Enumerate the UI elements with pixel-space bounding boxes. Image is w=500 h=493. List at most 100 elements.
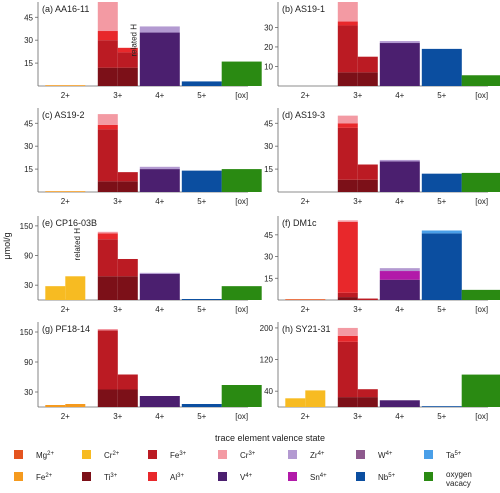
x-tick-label: 3+ — [113, 91, 122, 100]
x-tick-label: 2+ — [61, 305, 70, 314]
bar-segment-Fe2plus — [65, 404, 86, 407]
x-tick-label: [ox] — [475, 197, 488, 206]
legend-item-0: Mg2+ — [14, 450, 54, 460]
x-tick-label: 3+ — [113, 412, 122, 421]
panel-1: 10 20 30 2+ 3+ 4+ 5+ [ox] (b) AS19-1 — [264, 2, 500, 100]
legend-label: Zr4+ — [310, 451, 325, 460]
x-tick-label: 2+ — [301, 305, 310, 314]
x-tick-label: 4+ — [395, 412, 404, 421]
legend-label: Fe3+ — [170, 451, 187, 460]
legend-swatch — [424, 472, 433, 481]
x-tick-label: [ox] — [235, 412, 248, 421]
legend-swatch — [148, 472, 157, 481]
bar-segment-Nb5plus — [421, 173, 462, 192]
bar-segment-Ti3plus — [337, 179, 358, 192]
panel-title: (f) DM1c — [282, 218, 317, 228]
panel-7: 40 120 200 2+ 3+ 4+ 5+ [ox] (h) SY21-31 — [260, 322, 500, 421]
bar-segment-Ti3plus — [117, 389, 138, 407]
y-tick-label: 15 — [264, 274, 273, 283]
bar-segment-ox — [221, 286, 262, 300]
bar-segment-Cr3plus — [337, 327, 358, 336]
y-tick-label: 120 — [260, 356, 274, 365]
legend-item-11: Sn4+ — [288, 472, 327, 482]
y-tick-label: 30 — [264, 142, 273, 151]
y-tick-label: 20 — [264, 43, 273, 52]
x-tick-label: 4+ — [155, 305, 164, 314]
y-axis-label: μmol/g — [2, 232, 12, 259]
bar-segment-Ti3plus — [97, 67, 118, 86]
y-tick-label: 45 — [24, 13, 33, 22]
bar-segment-Ti3plus — [357, 397, 378, 407]
bar-segment-Nb5plus — [181, 170, 222, 192]
bar-segment-Cr3plus — [97, 2, 118, 32]
legend-label: V4+ — [240, 473, 253, 482]
bar-segment-Ti3plus — [357, 179, 378, 192]
bar-segment-Ti3plus — [97, 276, 118, 300]
bar-segment-ox — [461, 374, 500, 407]
x-tick-label: [ox] — [475, 305, 488, 314]
y-tick-label: 10 — [264, 62, 273, 71]
x-tick-label: 5+ — [197, 412, 206, 421]
bar-segment-Al3plus — [337, 335, 358, 342]
legend-swatch — [356, 450, 365, 459]
legend-swatch — [218, 472, 227, 481]
bar-segment-ox — [221, 169, 262, 192]
y-tick-label: 150 — [20, 222, 34, 231]
x-tick-label: [ox] — [475, 91, 488, 100]
bar-segment-Fe3plus — [97, 40, 118, 68]
bar-segment-Zr4plus — [379, 268, 420, 272]
x-tick-label: [ox] — [235, 91, 248, 100]
legend-item-3: Cr3+ — [218, 450, 256, 460]
bar-segment-Ti3plus — [117, 276, 138, 300]
x-tick-label: 4+ — [155, 197, 164, 206]
bar-segment-ox — [461, 75, 500, 86]
bar-segment-Cr3plus — [97, 329, 118, 331]
bar-segment-Cr2plus — [305, 390, 326, 407]
panel-5: 15 30 45 2+ 3+ 4+ 5+ [ox] (f) DM1c — [264, 216, 500, 314]
bar-segment-Cr2plus — [285, 398, 306, 407]
legend-swatch — [218, 450, 227, 459]
x-tick-label: 4+ — [155, 91, 164, 100]
legend-swatch — [148, 450, 157, 459]
y-tick-label: 30 — [24, 36, 33, 45]
y-tick-label: 30 — [24, 142, 33, 151]
x-tick-label: 2+ — [301, 91, 310, 100]
legend-label: W4+ — [378, 451, 393, 460]
bar-segment-Fe3plus — [357, 56, 378, 73]
legend-label: Nb5+ — [378, 473, 396, 482]
bar-segment-Fe3plus — [117, 374, 138, 390]
panel-6: 30 90 150 2+ 3+ 4+ 5+ [ox] (g) PF18-14 — [20, 322, 262, 421]
bar-segment-Fe3plus — [337, 341, 358, 398]
bar-segment-Ti3plus — [117, 67, 138, 86]
bar-segment-Fe3plus — [337, 292, 358, 298]
legend-label: Al3+ — [170, 473, 184, 482]
bar-segment-Cr3plus — [337, 2, 358, 22]
legend-item-13: oxygen vacacy — [424, 470, 472, 488]
legend-swatch — [82, 450, 91, 459]
legend-label: Fe2+ — [36, 473, 53, 482]
x-tick-label: 2+ — [61, 91, 70, 100]
bar-segment-Ti3plus — [337, 297, 358, 300]
panel-title: (e) CP16-03B — [42, 218, 97, 228]
panel-title: (d) AS19-3 — [282, 110, 325, 120]
x-tick-label: [ox] — [235, 197, 248, 206]
x-tick-label: [ox] — [235, 305, 248, 314]
bar-segment-Fe3plus — [357, 164, 378, 180]
y-tick-label: 30 — [264, 23, 273, 32]
x-tick-label: 5+ — [197, 91, 206, 100]
panel-title: (h) SY21-31 — [282, 324, 331, 334]
y-tick-label: 90 — [24, 358, 33, 367]
legend-label: Cr3+ — [240, 451, 256, 460]
bar-segment-Zr4plus — [379, 41, 420, 44]
x-tick-label: 3+ — [353, 412, 362, 421]
y-tick-label: 30 — [24, 388, 33, 397]
panel-title: (b) AS19-1 — [282, 4, 325, 14]
bar-segment-Fe3plus — [117, 172, 138, 182]
y-tick-label: 45 — [24, 119, 33, 128]
x-tick-label: 4+ — [395, 305, 404, 314]
annotation-label: related H — [130, 24, 139, 57]
y-tick-label: 30 — [264, 253, 273, 262]
legend-swatch — [14, 472, 23, 481]
